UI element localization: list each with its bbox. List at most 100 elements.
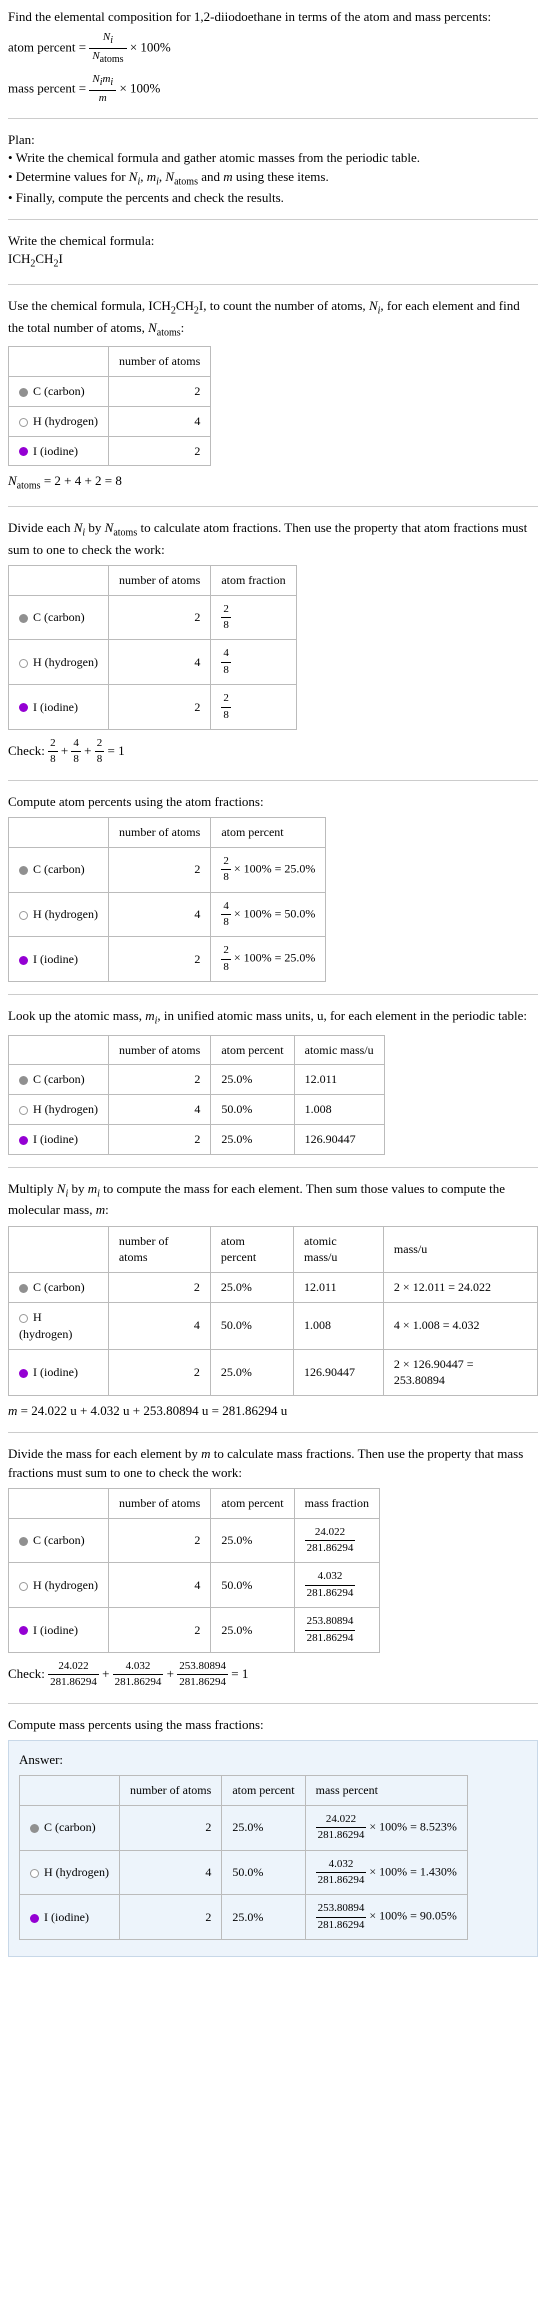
table-row: C (carbon)225.0%12.0112 × 12.011 = 24.02…	[9, 1273, 538, 1303]
carbon-dot-icon	[19, 1076, 28, 1085]
fd: 8	[221, 960, 231, 975]
frac-num: 4	[221, 646, 231, 662]
carbon-dot-icon	[19, 388, 28, 397]
mm-end: :	[105, 1202, 109, 1217]
table-row: H (hydrogen)450.0%4.032281.86294	[9, 1563, 380, 1608]
col-pct: atom percent	[222, 1776, 305, 1806]
fn: 2	[48, 736, 58, 752]
atompct-heading: Compute atom percents using the atom fra…	[8, 793, 538, 811]
plan-b1: • Write the chemical formula and gather …	[8, 149, 538, 167]
fd: 281.86294	[305, 1541, 356, 1556]
fd: 8	[71, 752, 81, 767]
iodine-dot-icon	[19, 1369, 28, 1378]
plan-b2-pre: • Determine values for	[8, 169, 129, 184]
res-val: × 100% = 1.430%	[366, 1864, 457, 1878]
n-val: 4	[108, 892, 210, 937]
atomfrac-check: Check: 28 + 48 + 28 = 1	[8, 736, 538, 768]
fd: 8	[48, 752, 58, 767]
mass-val: 4 × 1.008 = 4.032	[383, 1303, 537, 1350]
col-pct: atom percent	[211, 1035, 294, 1065]
table-row: C (carbon)225.0%12.011	[9, 1065, 385, 1095]
fd: 281.86294	[177, 1675, 228, 1690]
fd: 281.86294	[316, 1873, 367, 1888]
col-frac: atom fraction	[211, 565, 296, 595]
iodine-dot-icon	[19, 703, 28, 712]
atom-percent-lhs: atom percent =	[8, 40, 86, 55]
col-atoms: number of atoms	[108, 565, 210, 595]
fd: 8	[95, 752, 105, 767]
pct-val: × 100% = 25.0%	[231, 951, 316, 965]
pct-val: 25.0%	[222, 1895, 305, 1940]
mass-percent-lhs: mass percent =	[8, 80, 86, 95]
iodine-dot-icon	[19, 1136, 28, 1145]
divider	[8, 118, 538, 119]
table-row: H (hydrogen)448	[9, 640, 297, 685]
n-val: 2	[108, 1608, 210, 1653]
atomic-mass-section: Look up the atomic mass, mi, in unified …	[8, 1007, 538, 1155]
fd: 8	[221, 870, 231, 885]
col-mass: atomic mass/u	[294, 1035, 384, 1065]
n-val: 4	[119, 1850, 221, 1895]
mass-percent-frac: Nimi m	[89, 72, 116, 107]
n-val: 2	[108, 847, 210, 892]
divider	[8, 1703, 538, 1704]
fd: 8	[221, 915, 231, 930]
res-val: × 100% = 8.523%	[366, 1820, 457, 1834]
af-pre: Divide each	[8, 520, 74, 535]
frac-den: 8	[221, 663, 231, 678]
divider	[8, 1432, 538, 1433]
n-val: 4	[108, 640, 210, 685]
table-row: I (iodine)228	[9, 685, 297, 730]
el-label: C (carbon)	[33, 862, 85, 876]
count-text: Use the chemical formula, ICH2CH2I, to c…	[8, 297, 538, 340]
pct-val: 50.0%	[211, 1563, 294, 1608]
el-label: I (iodine)	[33, 952, 78, 966]
carbon-dot-icon	[19, 1537, 28, 1546]
col-pct: atom percent	[210, 1226, 293, 1273]
n-val: 2	[108, 377, 210, 407]
atomicmass-text: Look up the atomic mass, mi, in unified …	[8, 1007, 538, 1029]
atom-percent-table: number of atomsatom percent C (carbon)22…	[8, 817, 326, 982]
mf-pre: Divide the mass for each element by	[8, 1446, 201, 1461]
count-sum: Natoms = 2 + 4 + 2 = 8	[8, 472, 538, 494]
mass-percent-section: Compute mass percents using the mass fra…	[8, 1716, 538, 1958]
table-row: I (iodine)225.0%126.904472 × 126.90447 =…	[9, 1349, 538, 1396]
el-label: I (iodine)	[33, 1365, 78, 1379]
chem-heading: Write the chemical formula:	[8, 232, 538, 250]
col-atoms: number of atoms	[108, 1226, 210, 1273]
fd: 281.86294	[48, 1675, 99, 1690]
mm-mid: by	[68, 1181, 88, 1196]
iodine-dot-icon	[19, 1626, 28, 1635]
fn: 2	[221, 854, 231, 870]
el-label: H (hydrogen)	[33, 414, 98, 428]
iodine-dot-icon	[30, 1914, 39, 1923]
check-eq: = 1	[231, 1666, 248, 1681]
el-label: I (iodine)	[44, 1910, 89, 1924]
pct-val: 50.0%	[210, 1303, 293, 1350]
massfrac-check: Check: 24.022281.86294 + 4.032281.86294 …	[8, 1659, 538, 1691]
count-mid: , to count the number of atoms,	[203, 298, 369, 313]
intro-section: Find the elemental composition for 1,2-d…	[8, 8, 538, 106]
fn: 4.032	[305, 1569, 356, 1585]
frac-num: 2	[221, 602, 231, 618]
am-pre: Look up the atomic mass,	[8, 1008, 145, 1023]
pct-val: 25.0%	[211, 1125, 294, 1155]
divider	[8, 219, 538, 220]
times-100-a: × 100%	[130, 40, 171, 55]
plan-section: Plan: • Write the chemical formula and g…	[8, 131, 538, 207]
fd: 281.86294	[316, 1828, 367, 1843]
res-val: × 100% = 90.05%	[366, 1909, 457, 1923]
masspct-heading: Compute mass percents using the mass fra…	[8, 1716, 538, 1734]
col-atoms: number of atoms	[108, 817, 210, 847]
table-row: H (hydrogen)4	[9, 406, 211, 436]
hydrogen-dot-icon	[19, 1582, 28, 1591]
table-row: I (iodine)225.0%126.90447	[9, 1125, 385, 1155]
n-val: 2	[119, 1895, 221, 1940]
atom-fraction-section: Divide each Ni by Natoms to calculate at…	[8, 519, 538, 768]
fn: 24.022	[316, 1812, 367, 1828]
fn: 24.022	[305, 1525, 356, 1541]
pct-val: 50.0%	[211, 1095, 294, 1125]
hydrogen-dot-icon	[19, 659, 28, 668]
fn: 253.80894	[177, 1659, 228, 1675]
n-val: 2	[108, 1349, 210, 1396]
